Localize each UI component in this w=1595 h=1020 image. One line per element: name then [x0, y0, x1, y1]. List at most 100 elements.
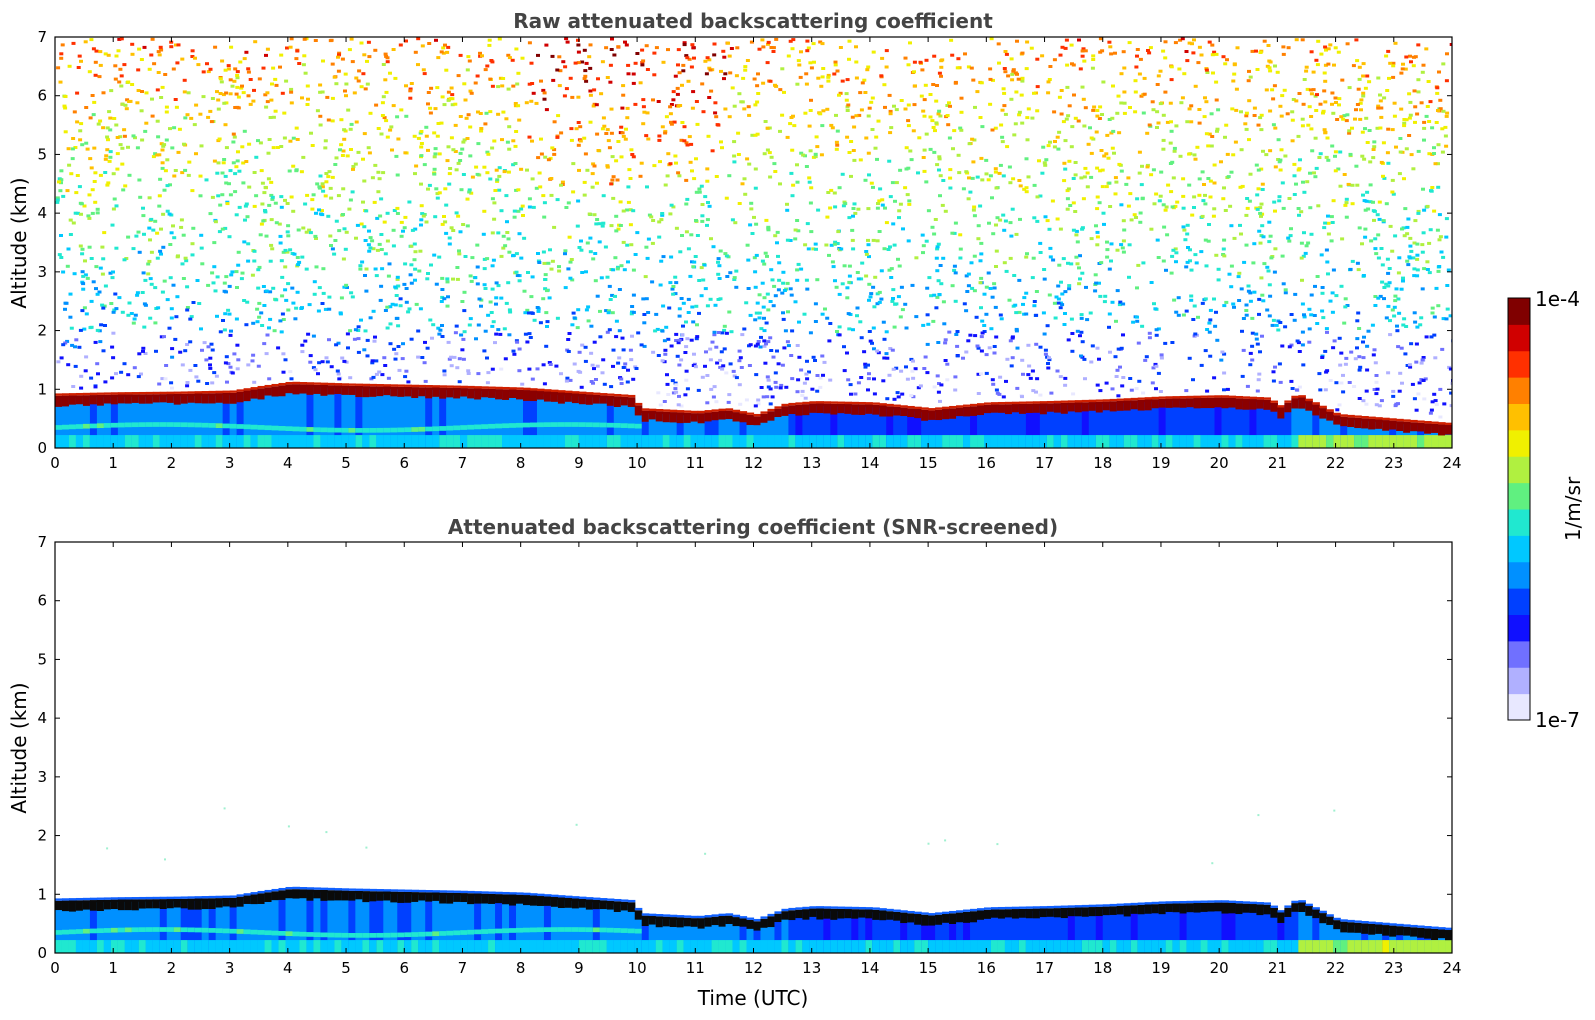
noise-pixel	[1222, 304, 1227, 308]
noise-pixel	[873, 146, 878, 150]
noise-pixel	[1277, 160, 1282, 164]
noise-pixel	[1300, 343, 1305, 347]
surface-layer-cell	[110, 435, 119, 448]
layer-top-cell	[1284, 402, 1292, 413]
noise-pixel	[271, 286, 276, 290]
noise-pixel	[544, 43, 549, 47]
noise-pixel	[1229, 224, 1234, 228]
layer-edge-cell	[942, 406, 950, 410]
noise-pixel	[1436, 304, 1441, 308]
noise-pixel	[1216, 108, 1221, 112]
noise-pixel	[161, 212, 166, 216]
noise-pixel	[955, 330, 960, 333]
noise-pixel	[1024, 255, 1029, 259]
noise-pixel	[440, 95, 445, 99]
noise-pixel	[1242, 260, 1247, 264]
noise-pixel	[631, 310, 636, 314]
noise-pixel	[1248, 299, 1253, 303]
noise-pixel	[1256, 187, 1261, 191]
noise-pixel	[318, 123, 323, 127]
noise-pixel	[608, 298, 613, 301]
noise-pixel	[1337, 97, 1342, 101]
noise-pixel	[1314, 166, 1319, 170]
noise-pixel	[978, 204, 983, 208]
noise-pixel	[1434, 403, 1439, 407]
noise-pixel	[1104, 185, 1109, 189]
layer-top-cell	[585, 394, 594, 405]
noise-pixel	[58, 189, 63, 193]
noise-pixel	[843, 202, 848, 206]
noise-pixel	[795, 278, 800, 282]
noise-pixel	[548, 363, 553, 366]
noise-pixel	[837, 93, 841, 97]
noise-pixel	[1034, 342, 1039, 346]
noise-pixel	[454, 211, 459, 215]
noise-pixel	[864, 136, 869, 140]
noise-pixel	[895, 391, 900, 395]
noise-pixel	[614, 335, 619, 339]
noise-pixel	[1176, 313, 1181, 317]
noise-pixel	[496, 231, 501, 235]
layer-top-cell	[1060, 402, 1069, 414]
layer-edge-cell	[634, 402, 643, 406]
noise-pixel	[949, 38, 954, 42]
noise-pixel	[948, 168, 953, 172]
noise-pixel	[1278, 168, 1283, 172]
layer-edge-cell	[131, 392, 140, 395]
layer-top-cell	[313, 384, 322, 394]
noise-pixel	[68, 218, 73, 222]
layer-edge-cell	[1424, 421, 1432, 424]
noise-pixel	[1358, 117, 1363, 121]
noise-pixel	[614, 319, 619, 323]
surface-layer-cell	[1417, 435, 1425, 448]
surface-layer-cell	[564, 435, 573, 448]
noise-pixel	[906, 239, 911, 243]
noise-pixel	[1062, 323, 1067, 326]
layer-top-cell	[997, 404, 1006, 413]
noise-pixel	[1060, 303, 1065, 307]
noise-pixel	[1192, 38, 1196, 42]
surface-layer-cell	[1354, 435, 1362, 448]
noise-pixel	[366, 146, 371, 150]
noise-pixel	[1290, 110, 1295, 114]
noise-pixel	[580, 271, 585, 274]
noise-pixel	[366, 243, 371, 247]
layer-edge-cell	[488, 386, 496, 389]
noise-pixel	[1281, 282, 1286, 286]
layer-edge-cell	[236, 389, 245, 392]
noise-pixel	[626, 72, 631, 76]
surface-layer-cell	[1396, 435, 1404, 448]
noise-pixel	[334, 343, 339, 347]
surface-layer-cell	[446, 435, 454, 448]
noise-pixel	[1089, 136, 1094, 140]
noise-pixel	[723, 72, 728, 76]
noise-pixel	[257, 315, 262, 319]
aerosol-layer-cell	[1109, 403, 1118, 448]
noise-pixel	[235, 286, 239, 289]
aerosol-layer-cell	[942, 411, 950, 448]
noise-pixel	[1403, 207, 1408, 211]
surface-layer-cell	[1130, 435, 1139, 448]
noise-pixel	[506, 170, 511, 174]
noise-pixel	[897, 216, 901, 220]
noise-pixel	[813, 320, 818, 323]
noise-pixel	[812, 60, 816, 64]
noise-pixel	[658, 403, 663, 407]
noise-pixel	[1420, 287, 1425, 291]
noise-pixel	[1173, 41, 1178, 45]
noise-pixel	[1262, 262, 1267, 266]
noise-pixel	[854, 76, 859, 80]
noise-pixel	[172, 174, 177, 178]
layer-edge-cell	[543, 389, 552, 392]
noise-pixel	[181, 233, 186, 237]
residual-layer-cell	[606, 422, 615, 428]
aerosol-layer-cell	[390, 389, 398, 448]
surface-layer-cell	[1298, 435, 1306, 448]
noise-pixel	[174, 315, 179, 319]
noise-pixel	[1243, 122, 1248, 126]
noise-pixel	[1336, 167, 1341, 171]
layer-top-cell	[264, 387, 273, 396]
noise-pixel	[691, 364, 696, 367]
noise-pixel	[443, 220, 448, 224]
layer-top-cell	[935, 409, 943, 421]
